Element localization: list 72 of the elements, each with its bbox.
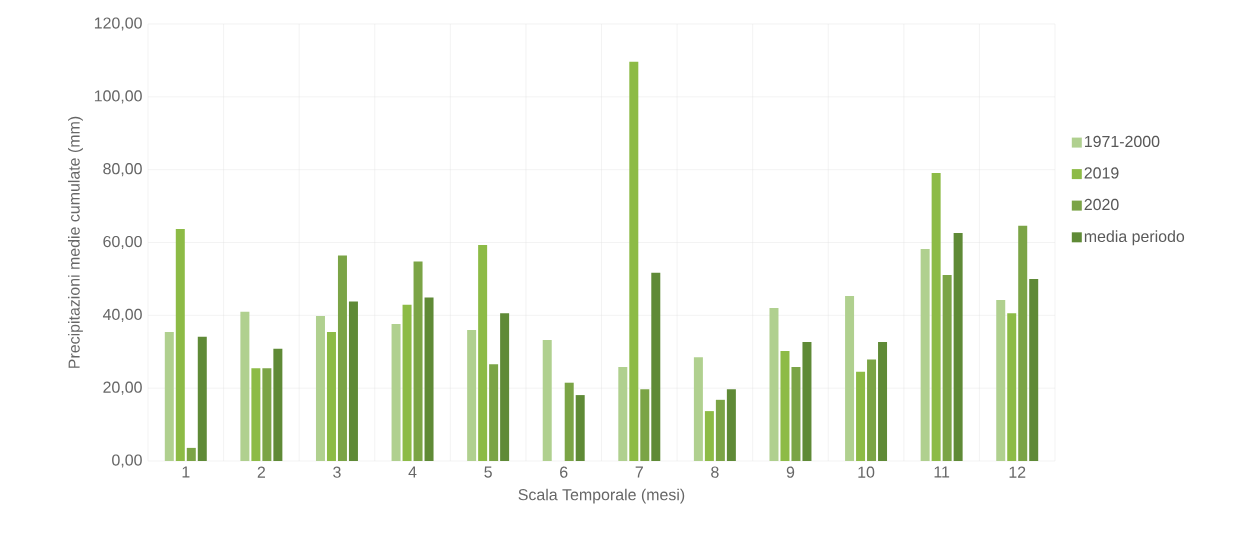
bar <box>791 367 801 461</box>
y-axis-title: Precipitazioni medie cumulate (mm) <box>68 116 83 368</box>
bar <box>845 296 855 461</box>
bar <box>867 359 877 461</box>
x-tick-label: 11 <box>934 466 950 478</box>
bar <box>769 308 779 461</box>
bar <box>1007 313 1017 461</box>
bar <box>186 447 196 461</box>
bar <box>931 172 941 461</box>
bar <box>164 332 174 461</box>
bar <box>402 304 412 461</box>
bar <box>262 368 272 461</box>
x-tick-label: 1 <box>182 466 190 478</box>
bar <box>715 399 725 461</box>
bar <box>1029 278 1039 461</box>
y-tick-label: 40,00 <box>102 308 142 322</box>
bar <box>326 332 336 461</box>
x-tick-label: 4 <box>408 466 417 478</box>
bar <box>920 249 930 461</box>
bar <box>629 61 639 461</box>
bar <box>704 411 714 461</box>
x-tick-label: 2 <box>257 466 266 478</box>
y-tick-label: 120,00 <box>94 17 142 31</box>
bar <box>618 367 628 461</box>
bar <box>802 341 812 461</box>
x-tick-label: 8 <box>711 466 719 478</box>
x-tick-label: 3 <box>333 466 341 478</box>
bar <box>564 382 574 461</box>
bar <box>780 351 790 461</box>
bar <box>478 245 488 461</box>
x-tick-label: 10 <box>858 466 875 478</box>
bar <box>500 313 510 461</box>
bar <box>651 272 661 461</box>
bar <box>413 261 423 461</box>
bar <box>640 389 650 461</box>
y-tick-label: 100,00 <box>94 90 142 104</box>
bar <box>251 368 261 461</box>
bar <box>542 340 552 461</box>
bar <box>942 274 952 461</box>
bar <box>878 341 888 461</box>
x-tick-label: 12 <box>1009 466 1026 478</box>
y-tick-label: 60,00 <box>103 235 142 250</box>
bar <box>953 233 963 461</box>
x-tick-label: 9 <box>786 466 795 478</box>
y-tick-label: 20,00 <box>103 381 142 395</box>
bar <box>467 329 477 461</box>
x-tick-label: 7 <box>635 466 643 478</box>
bar <box>197 336 207 461</box>
bar <box>575 395 585 461</box>
bar <box>273 348 283 461</box>
legend-label: 1971-2000 <box>1085 135 1160 148</box>
bar <box>1018 225 1028 461</box>
bar <box>391 324 401 461</box>
legend-label: 2020 <box>1084 198 1119 211</box>
x-tick-label: 5 <box>484 466 492 478</box>
y-tick-label: 80,00 <box>103 163 142 177</box>
bar <box>424 297 434 461</box>
legend-label: 2019 <box>1084 167 1119 179</box>
y-tick-label: 0,00 <box>112 454 142 468</box>
bar <box>348 301 358 461</box>
bar <box>337 255 347 461</box>
bar <box>315 316 325 461</box>
bar <box>489 364 499 461</box>
bar <box>693 357 703 461</box>
bar <box>175 229 185 461</box>
bar <box>996 300 1006 461</box>
bar <box>856 371 866 461</box>
legend-label: media periodo <box>1084 230 1185 246</box>
x-axis-title: Scala Temporale (mesi) <box>518 488 685 504</box>
bar <box>726 389 736 461</box>
bar <box>240 311 250 461</box>
x-tick-label: 6 <box>560 466 568 478</box>
